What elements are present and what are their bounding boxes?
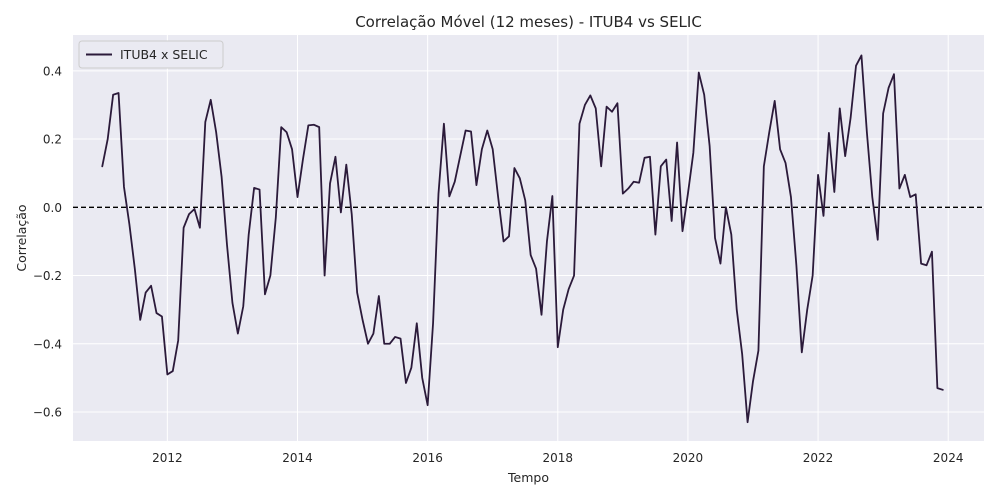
y-tick-label: 0.0: [43, 201, 62, 215]
y-axis-label: Correlação: [14, 204, 29, 271]
legend: ITUB4 x SELIC: [78, 40, 224, 69]
x-tick-label: 2014: [282, 451, 313, 465]
legend-box: [78, 40, 224, 69]
y-tick-label: −0.4: [33, 337, 62, 351]
x-tick-label: 2012: [152, 451, 183, 465]
grid: [73, 35, 984, 441]
x-tick-label: 2018: [543, 451, 574, 465]
x-tick-label: 2016: [412, 451, 443, 465]
x-axis-label: Tempo: [507, 470, 549, 485]
y-tick-labels: 0.4 0.2 0.0 −0.2 −0.4 −0.6: [33, 64, 62, 419]
x-tick-labels: 2012 2014 2016 2018 2020 2022 2024: [152, 451, 963, 465]
x-tick-label: 2024: [933, 451, 964, 465]
y-tick-label: 0.4: [43, 64, 62, 78]
series-group: [101, 54, 944, 424]
series-line: [101, 54, 944, 424]
y-tick-label: −0.6: [33, 406, 62, 420]
legend-label: ITUB4 x SELIC: [120, 47, 208, 62]
y-tick-label: 0.2: [43, 133, 62, 147]
x-tick-label: 2020: [673, 451, 704, 465]
y-tick-label: −0.2: [33, 269, 62, 283]
x-tick-label: 2022: [803, 451, 834, 465]
chart-title: Correlação Móvel (12 meses) - ITUB4 vs S…: [355, 13, 702, 31]
